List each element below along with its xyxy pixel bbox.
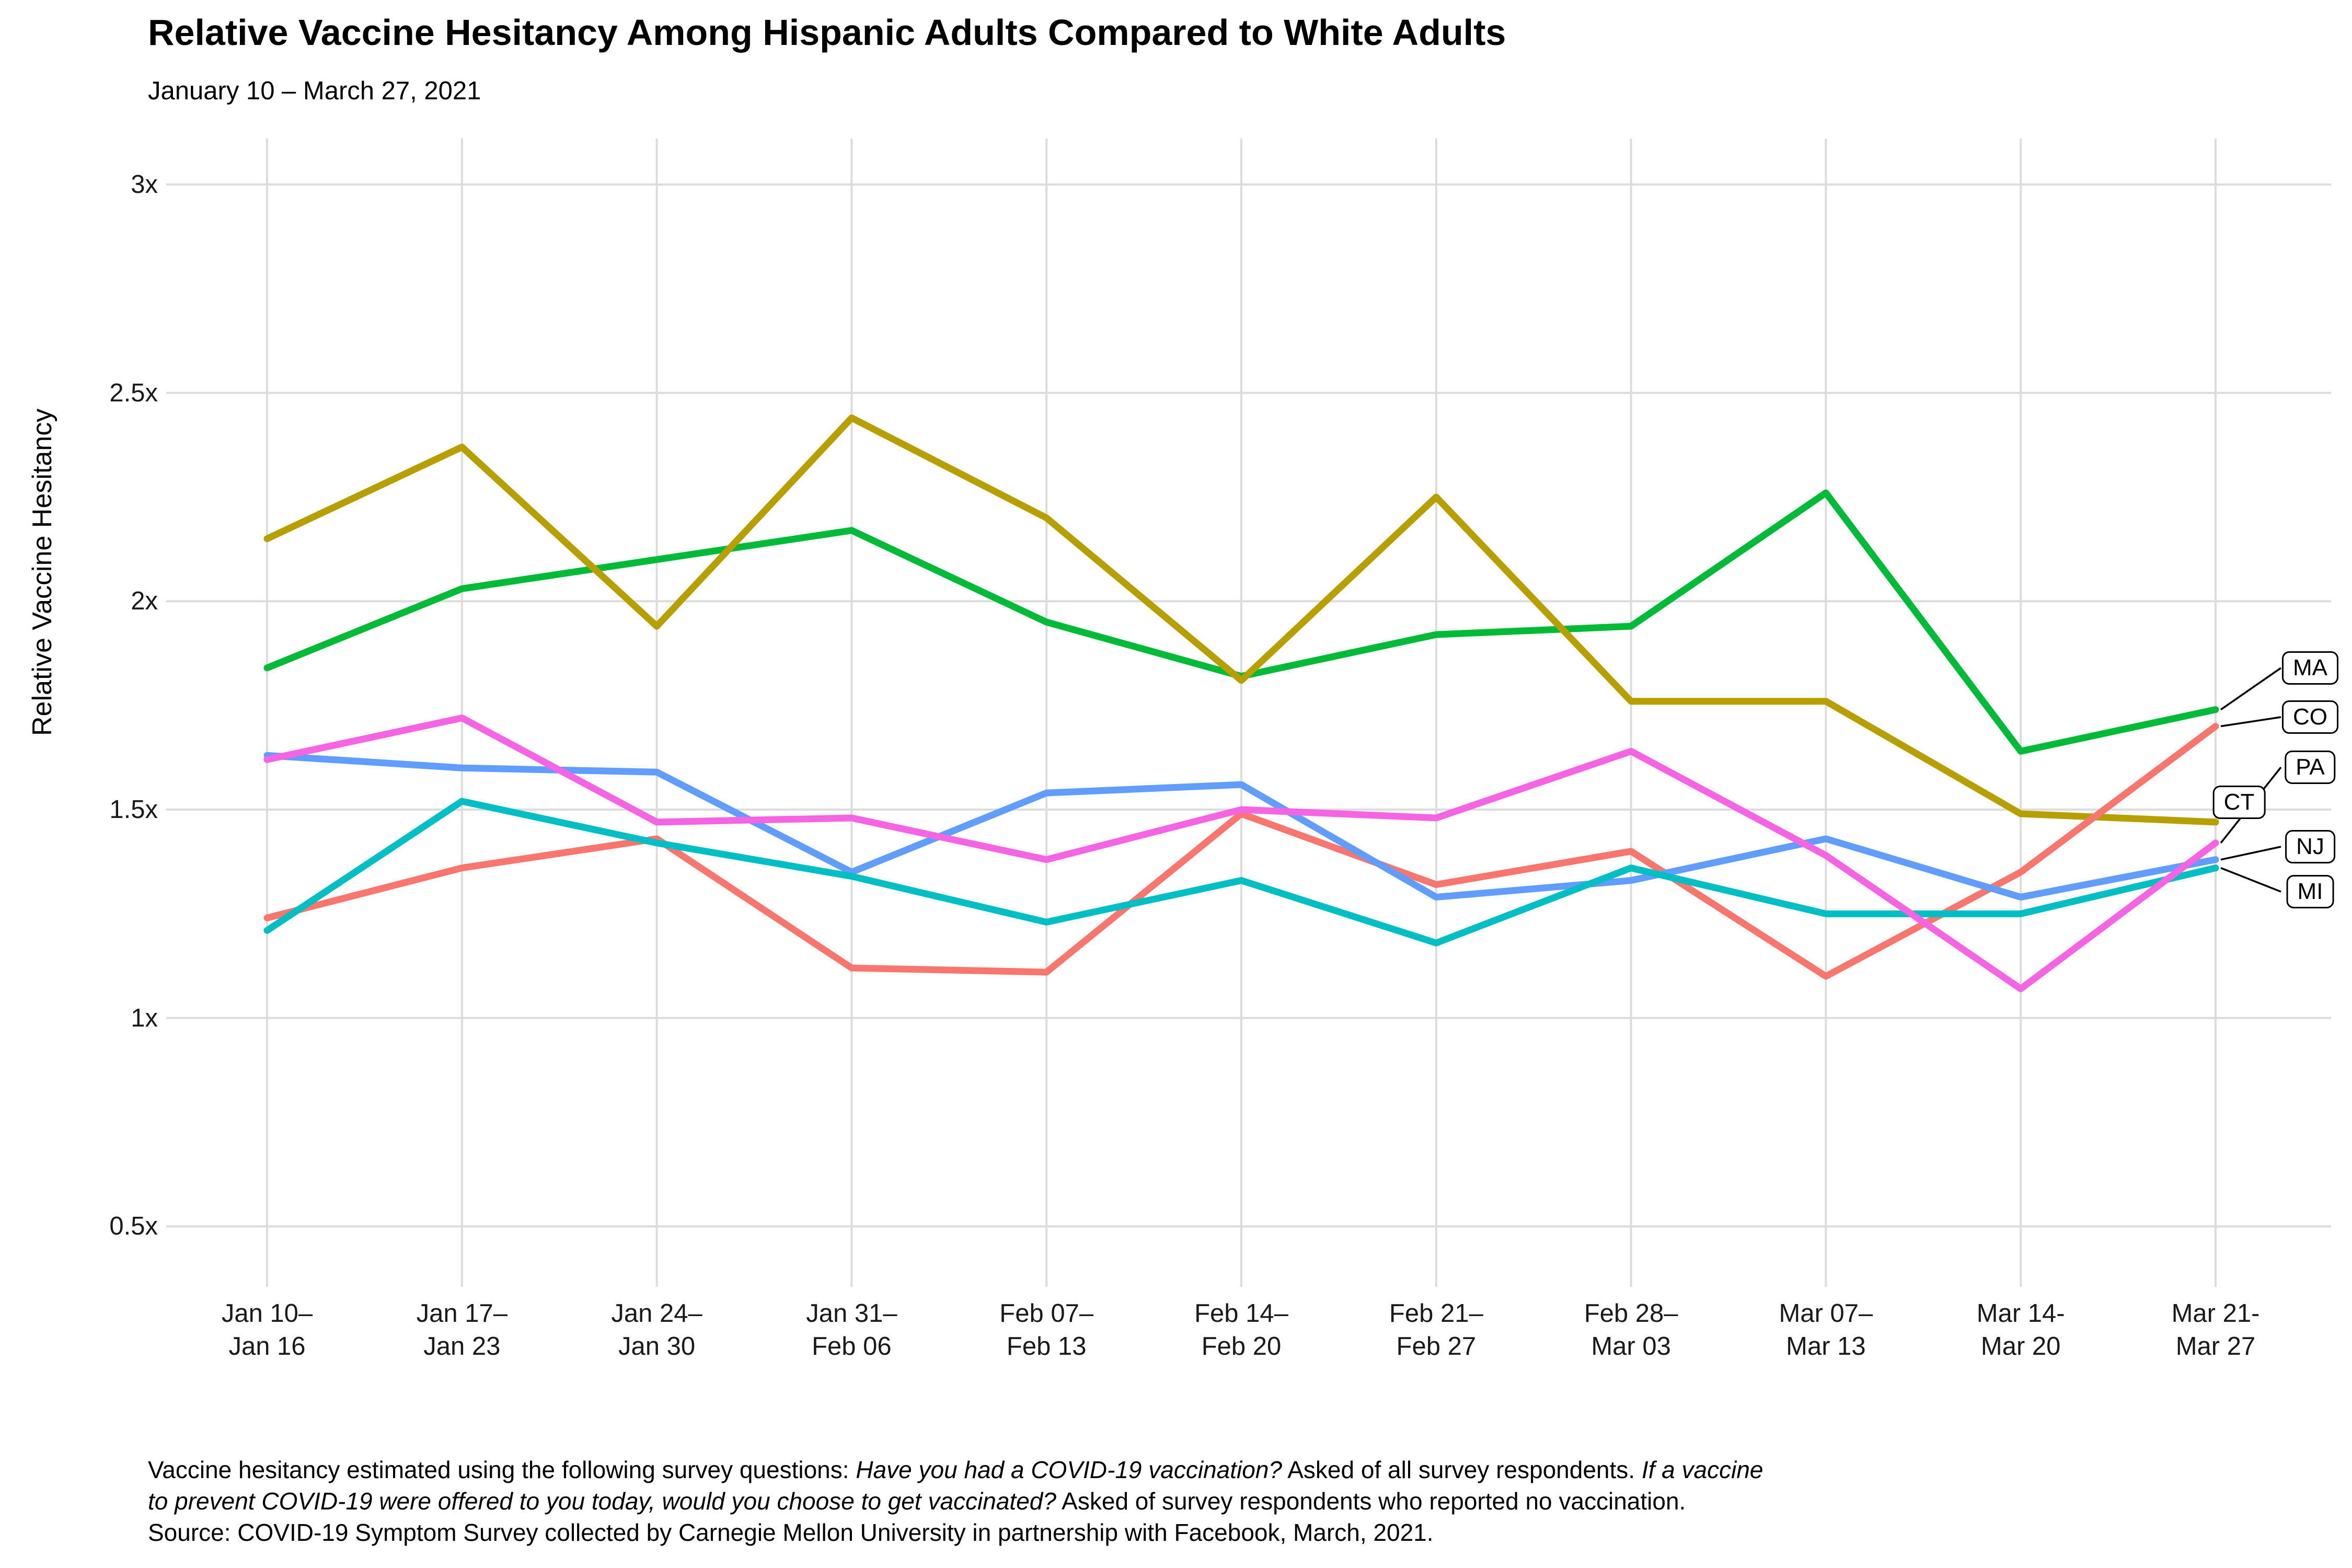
x-tick-label-8: Feb 28– Mar 03 [1537, 1297, 1725, 1363]
x-tick-line1: Jan 31– [806, 1299, 897, 1328]
footer-segment-italic: If a vaccine [1641, 1456, 1763, 1483]
chart-subtitle: January 10 – March 27, 2021 [148, 77, 481, 105]
series-label-MI: MI [2286, 875, 2334, 908]
label-leader-NJ [2220, 846, 2281, 861]
x-tick-line1: Feb 28– [1584, 1299, 1678, 1328]
x-tick-label-6: Feb 14– Feb 20 [1147, 1297, 1335, 1363]
footer-segment: Source: COVID-19 Symptom Survey collecte… [148, 1519, 1434, 1546]
x-tick-line2: Jan 16 [228, 1332, 306, 1361]
series-line-CT [263, 414, 2219, 826]
x-tick-line2: Mar 20 [1980, 1332, 2061, 1361]
series-line-PA [263, 714, 2219, 993]
x-tick-line1: Jan 17– [416, 1299, 508, 1328]
x-tick-line1: Feb 07– [999, 1299, 1094, 1328]
y-tick-label-3x: 3x [131, 170, 158, 199]
label-leader-CO [2220, 716, 2281, 728]
y-tick-label-2.5x: 2.5x [109, 378, 158, 407]
x-tick-line2: Mar 27 [2175, 1332, 2256, 1361]
footer-caption: Vaccine hesitancy estimated using the fo… [148, 1454, 1763, 1548]
x-tick-line1: Feb 14– [1194, 1299, 1288, 1328]
x-tick-line2: Jan 30 [618, 1332, 696, 1361]
x-tick-line2: Feb 27 [1396, 1332, 1477, 1361]
chart-title: Relative Vaccine Hesitancy Among Hispani… [148, 12, 1506, 53]
y-tick-label-0.5x: 0.5x [109, 1212, 158, 1241]
series-line-NJ [263, 752, 2219, 901]
footer-line-1: Vaccine hesitancy estimated using the fo… [148, 1454, 1763, 1485]
x-tick-line1: Mar 21- [2171, 1299, 2260, 1328]
series-label-PA: PA [2285, 751, 2336, 784]
label-leader-MA [2220, 667, 2281, 711]
x-tick-line1: Mar 07– [1779, 1299, 1873, 1328]
x-tick-line1: Feb 21– [1389, 1299, 1483, 1328]
x-tick-label-3: Jan 24– Jan 30 [563, 1297, 751, 1363]
x-tick-line2: Mar 13 [1786, 1332, 1866, 1361]
series-label-CT: CT [2212, 786, 2266, 819]
series-line-CO [263, 723, 2219, 980]
x-tick-label-4: Jan 31– Feb 06 [757, 1297, 946, 1363]
footer-segment: Asked of survey respondents who reported… [1056, 1488, 1686, 1515]
x-tick-line2: Feb 06 [812, 1332, 892, 1361]
footer-segment: Vaccine hesitancy estimated using the fo… [148, 1456, 856, 1483]
series-label-CO: CO [2282, 700, 2338, 734]
x-tick-line1: Mar 14- [1976, 1299, 2065, 1328]
label-leader-MI [2220, 867, 2281, 893]
footer-line-2: to prevent COVID-19 were offered to you … [148, 1485, 1763, 1517]
y-tick-label-2x: 2x [131, 587, 158, 616]
x-tick-line2: Jan 23 [423, 1332, 501, 1361]
x-tick-label-11: Mar 21- Mar 27 [2122, 1297, 2310, 1363]
x-tick-label-5: Feb 07– Feb 13 [952, 1297, 1140, 1363]
footer-segment-italic: Have you had a COVID-19 vaccination? [856, 1456, 1282, 1483]
series-label-NJ: NJ [2285, 830, 2335, 863]
x-tick-label-1: Jan 10– Jan 16 [173, 1297, 361, 1363]
x-tick-label-10: Mar 14- Mar 20 [1927, 1297, 2115, 1363]
series-label-MA: MA [2282, 651, 2338, 685]
x-tick-line1: Jan 24– [611, 1299, 702, 1328]
y-tick-label-1x: 1x [131, 1004, 158, 1032]
x-tick-line2: Feb 13 [1006, 1332, 1087, 1361]
footer-line-3: Source: COVID-19 Symptom Survey collecte… [148, 1517, 1763, 1548]
footer-segment: Asked of all survey respondents. [1282, 1456, 1642, 1483]
y-tick-label-1.5x: 1.5x [109, 795, 158, 824]
x-tick-label-2: Jan 17– Jan 23 [368, 1297, 556, 1363]
x-tick-line2: Feb 20 [1201, 1332, 1282, 1361]
x-tick-line1: Jan 10– [221, 1299, 313, 1328]
x-tick-label-9: Mar 07– Mar 13 [1732, 1297, 1920, 1363]
footer-segment-italic: to prevent COVID-19 were offered to you … [148, 1488, 1056, 1515]
series-line-MI [263, 798, 2219, 947]
x-tick-label-7: Feb 21– Feb 27 [1342, 1297, 1530, 1363]
x-tick-line2: Mar 03 [1591, 1332, 1671, 1361]
